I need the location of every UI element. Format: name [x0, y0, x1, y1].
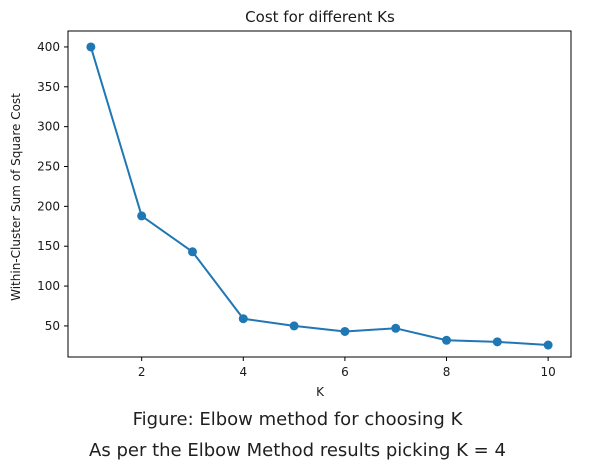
y-tick-label: 100 — [37, 279, 60, 293]
data-point — [492, 337, 502, 347]
y-tick-label: 50 — [45, 319, 60, 333]
data-point — [442, 335, 452, 345]
elbow-chart: Cost for different Ks 2 4 6 8 10501001502002… — [9, 8, 572, 399]
plot-frame — [67, 30, 572, 358]
x-axis-label: K — [316, 385, 325, 399]
data-point — [543, 340, 553, 350]
x-tick-label: 4 — [239, 365, 247, 379]
series-line — [89, 45, 550, 347]
figure-caption: Figure: Elbow method for choosing K — [132, 409, 463, 430]
data-point — [137, 211, 147, 221]
y-tick-label: 150 — [37, 239, 60, 253]
data-point — [187, 247, 197, 257]
x-tick-label: 2 — [138, 365, 146, 379]
y-tick-label: 200 — [37, 199, 60, 213]
x-tick-label: 10 — [540, 365, 555, 379]
plot-area: 2 4 6 8 10 50 100 150 200 250 300 350 400 — [37, 30, 572, 379]
data-point — [340, 326, 350, 336]
data-point — [391, 323, 401, 333]
chart-title: Cost for different Ks — [245, 8, 395, 26]
figure-note: As per the Elbow Method results picking … — [89, 440, 506, 461]
y-tick-label: 350 — [37, 80, 60, 94]
y-tick-label: 250 — [37, 160, 60, 174]
y-axis-label: Within-Cluster Sum of Square Cost — [9, 93, 23, 301]
data-point — [238, 314, 248, 324]
x-tick-label: 8 — [443, 365, 451, 379]
y-tick-label: 300 — [37, 120, 60, 134]
data-point — [289, 321, 299, 331]
data-point — [86, 42, 96, 52]
y-tick-label: 400 — [37, 40, 60, 54]
x-tick-label: 6 — [341, 365, 349, 379]
